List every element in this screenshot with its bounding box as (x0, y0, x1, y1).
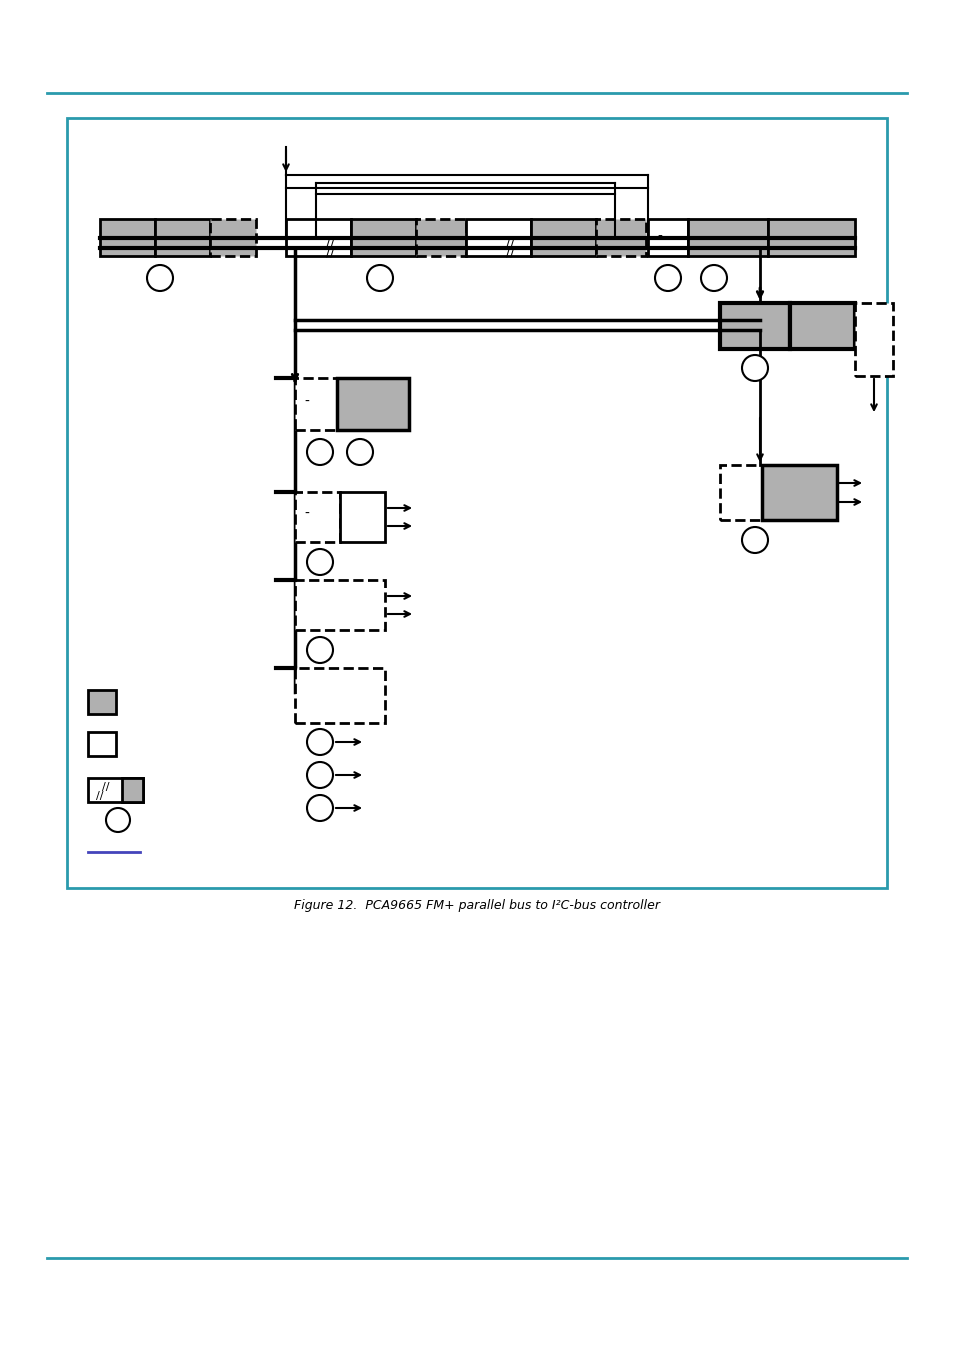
Bar (100, 219, 154, 255)
Text: -: - (304, 394, 309, 409)
Circle shape (741, 355, 767, 381)
Bar (286, 219, 351, 255)
Bar (596, 219, 645, 255)
Bar (154, 219, 210, 255)
Bar (88, 778, 143, 802)
Bar (339, 492, 385, 542)
Circle shape (347, 439, 373, 465)
Bar (210, 219, 255, 255)
Bar (647, 219, 687, 255)
Bar (294, 492, 339, 542)
Bar (88, 732, 116, 757)
Bar (351, 219, 416, 255)
Circle shape (307, 439, 333, 465)
Circle shape (307, 638, 333, 663)
Text: //: // (325, 246, 334, 258)
Circle shape (307, 549, 333, 576)
Bar (687, 219, 767, 255)
Text: //: // (325, 236, 334, 250)
Text: Figure 12.  PCA9665 FM+ parallel bus to I²C-bus controller: Figure 12. PCA9665 FM+ parallel bus to I… (294, 898, 659, 912)
Bar (531, 219, 596, 255)
Bar (416, 219, 465, 255)
Bar (294, 667, 385, 723)
Bar (122, 778, 143, 802)
Circle shape (741, 527, 767, 553)
Bar (854, 303, 892, 376)
Circle shape (106, 808, 130, 832)
Circle shape (307, 730, 333, 755)
Bar (294, 378, 336, 430)
Text: //: // (505, 236, 514, 250)
Text: //: // (96, 790, 104, 801)
Text: -: - (304, 507, 309, 521)
Bar (336, 378, 409, 430)
Text: //: // (505, 246, 514, 258)
Bar (67, 118, 886, 888)
Circle shape (700, 265, 726, 290)
Bar (767, 219, 854, 255)
Circle shape (655, 265, 680, 290)
Bar (294, 580, 385, 630)
Circle shape (367, 265, 393, 290)
Circle shape (147, 265, 172, 290)
Bar (88, 690, 116, 713)
Bar (720, 303, 789, 349)
Circle shape (307, 762, 333, 788)
Bar (789, 303, 854, 349)
Bar (465, 219, 531, 255)
Circle shape (307, 794, 333, 821)
Bar (761, 465, 836, 520)
Bar (720, 465, 761, 520)
Text: -: - (657, 230, 661, 245)
Text: //: // (102, 782, 110, 792)
